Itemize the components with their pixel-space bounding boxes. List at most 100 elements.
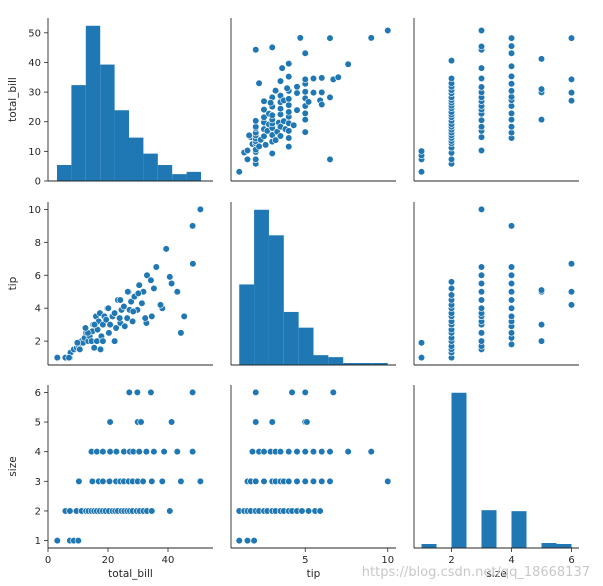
histogram-bar <box>328 357 344 365</box>
scatter-point <box>326 155 334 163</box>
scatter-point <box>160 448 168 456</box>
scatter-point <box>173 448 181 456</box>
scatter-point <box>477 271 486 279</box>
x-tick-label: 2 <box>448 555 454 566</box>
scatter-point <box>309 74 318 83</box>
scatter-point <box>105 329 113 337</box>
scatter-point <box>66 507 74 515</box>
scatter-point <box>116 296 124 304</box>
scatter-point <box>137 418 145 426</box>
scatter-point <box>567 97 576 105</box>
histogram-bar <box>268 235 284 365</box>
histogram-bar <box>100 64 115 181</box>
scatter-point <box>276 448 285 456</box>
scatter-point <box>106 321 114 329</box>
scatter-point <box>133 388 141 397</box>
scatter-point <box>243 155 252 163</box>
scatter-point <box>166 507 174 515</box>
scatter-point <box>243 146 252 155</box>
scatter-point <box>260 477 268 485</box>
scatter-point <box>196 477 204 485</box>
histogram-bar <box>343 363 359 365</box>
scatter-point <box>507 116 516 124</box>
scatter-point <box>276 132 285 140</box>
scatter-point <box>507 109 516 118</box>
scatter-point <box>158 477 166 485</box>
scatter-point <box>148 312 156 321</box>
scatter-point <box>507 271 516 279</box>
scatter-point <box>76 345 84 353</box>
scatter-point <box>135 448 143 456</box>
histogram-bar <box>372 363 388 365</box>
scatter-point <box>309 89 318 97</box>
scatter-point <box>120 448 128 456</box>
scatter-point <box>507 49 516 57</box>
scatter-point <box>301 88 309 96</box>
scatter-point <box>417 353 426 362</box>
scatter-point <box>99 448 107 456</box>
scatter-point <box>537 321 546 329</box>
x-tick-label: 0 <box>45 555 51 566</box>
histogram-bar <box>358 363 373 365</box>
scatter-point <box>283 84 291 92</box>
scatter-point <box>567 89 576 97</box>
scatter-point <box>537 286 546 294</box>
scatter-point <box>267 99 275 107</box>
scatter-point <box>252 117 260 125</box>
scatter-point <box>384 477 392 485</box>
scatter-point <box>367 34 375 42</box>
scatter-point <box>567 34 576 42</box>
scatter-point <box>81 324 90 332</box>
y-axis-label: tip <box>7 276 19 290</box>
scatter-point <box>148 507 156 515</box>
scatter-point <box>99 477 107 485</box>
x-tick-label: 5 <box>302 555 308 566</box>
scatter-point <box>537 337 546 345</box>
y-tick-label: 4 <box>35 447 41 458</box>
y-tick-label: 4 <box>35 304 41 315</box>
scatter-point <box>567 75 576 83</box>
scatter-point <box>326 448 334 456</box>
y-tick-label: 10 <box>28 205 41 216</box>
scatter-point <box>318 477 326 485</box>
x-tick-label: 6 <box>568 555 574 566</box>
scatter-point <box>143 271 151 279</box>
scatter-point <box>303 418 311 426</box>
scatter-point <box>477 26 486 35</box>
histogram-bar <box>129 137 144 181</box>
scatter-point <box>567 260 576 268</box>
scatter-point <box>507 62 516 70</box>
scatter-point <box>162 245 170 253</box>
histogram-bar <box>511 511 527 548</box>
scatter-point <box>507 80 516 88</box>
y-tick-label: 50 <box>28 28 41 39</box>
y-tick-label: 3 <box>35 477 41 488</box>
scatter-point <box>301 388 309 397</box>
scatter-point <box>285 448 293 456</box>
scatter-point <box>124 288 132 296</box>
scatter-point <box>268 43 276 51</box>
y-tick-label: 1 <box>35 536 41 547</box>
scatter-point <box>477 123 486 131</box>
scatter-point <box>318 100 326 109</box>
scatter-point <box>293 89 301 97</box>
scatter-point <box>168 279 176 288</box>
scatter-point <box>177 329 185 337</box>
panel-0-1 <box>230 18 396 182</box>
scatter-point <box>304 98 313 106</box>
y-tick-label: 40 <box>28 58 41 69</box>
scatter-point <box>447 155 456 163</box>
scatter-point <box>507 296 516 304</box>
x-axis-label: size <box>486 568 506 580</box>
panel-0-2 <box>413 18 579 182</box>
scatter-point <box>252 388 260 397</box>
scatter-point <box>507 72 516 80</box>
scatter-point <box>507 222 516 230</box>
x-tick-label: 20 <box>102 555 115 566</box>
scatter-point <box>301 477 309 485</box>
scatter-point <box>99 321 107 329</box>
scatter-point <box>271 87 280 95</box>
scatter-point <box>507 288 516 296</box>
scatter-point <box>177 477 185 485</box>
scatter-point <box>447 278 456 286</box>
